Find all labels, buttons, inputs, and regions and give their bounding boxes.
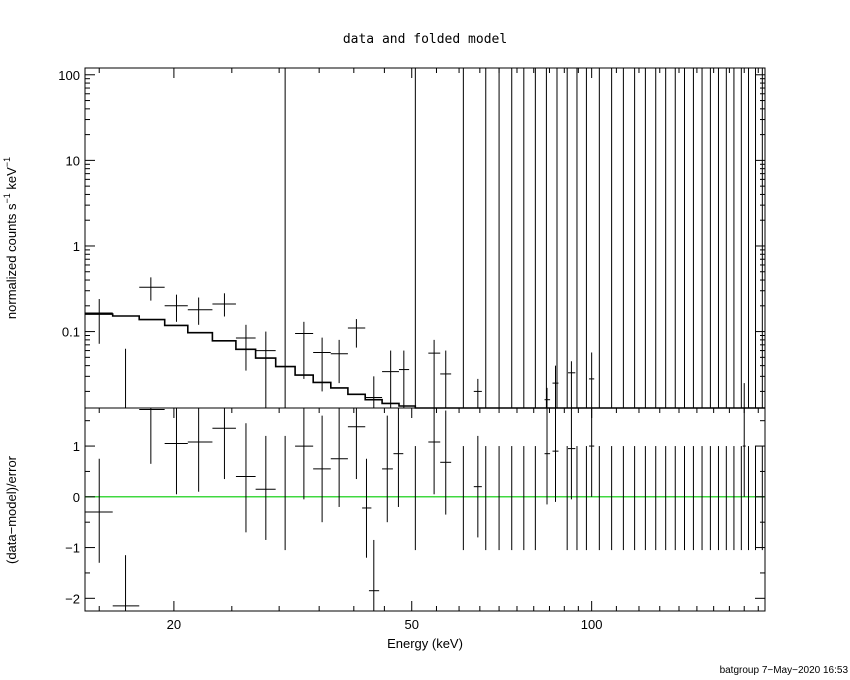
data-point [440, 350, 452, 408]
ylabel-superscript-2: −1 [2, 157, 12, 167]
residual-point [295, 408, 314, 500]
x-tick-label: 50 [405, 617, 419, 632]
data-point [212, 293, 236, 317]
top-y-axis-label: normalized counts s−1 keV−1 [2, 157, 19, 319]
data-point [164, 294, 188, 322]
y-tick-label: 0.1 [62, 325, 80, 340]
y-tick-label: 10 [66, 153, 80, 168]
data-point [295, 321, 314, 379]
residual-point [164, 408, 188, 495]
residual-point [589, 408, 595, 497]
data-point [347, 319, 366, 348]
data-point [313, 337, 331, 392]
residual-point [235, 423, 256, 533]
data-point [428, 339, 441, 408]
data-point [235, 324, 256, 371]
y-tick-label: 1 [73, 239, 80, 254]
top-ticks: 0.1 1 10 100 [58, 68, 765, 392]
residual-point [368, 539, 380, 611]
residual-point [362, 458, 372, 558]
chart-title: data and folded model [343, 32, 507, 47]
residual-point [568, 408, 576, 500]
residual-y-tick-label: −1 [65, 541, 80, 556]
residual-point [330, 408, 348, 507]
data-point [742, 383, 746, 409]
residual-points [85, 408, 746, 611]
residual-point [112, 555, 140, 611]
data-point [589, 352, 595, 408]
residual-point [313, 415, 331, 523]
data-point [398, 350, 410, 408]
residual-point [187, 408, 213, 492]
bottom-panel-frame [84, 407, 766, 612]
model-curve [85, 313, 765, 409]
residual-point [440, 410, 452, 515]
upper-limit-lines [485, 68, 763, 408]
residual-point [139, 408, 165, 464]
residual-point [544, 408, 551, 505]
model-step-line [85, 313, 765, 409]
residual-point [85, 458, 113, 563]
residual-point [255, 435, 276, 540]
x-tick-label: 20 [167, 617, 181, 632]
data-point [255, 331, 276, 408]
data-point [544, 387, 551, 408]
top-panel-frame [84, 67, 766, 409]
x-tick-label: 100 [581, 617, 603, 632]
x-axis-label: Energy (keV) [387, 636, 463, 651]
ylabel-part-2: keV [4, 167, 19, 193]
residual-point [473, 435, 482, 538]
footer-label: batgroup 7−May−2020 16:53 [720, 665, 849, 676]
residual-y-tick-label: 1 [73, 439, 80, 454]
bottom-y-axis-label: (data−model)/error [4, 455, 19, 564]
residual-point [428, 408, 441, 495]
residual-point [393, 408, 404, 507]
residual-point [382, 415, 393, 523]
data-point [552, 365, 559, 408]
data-point [187, 297, 213, 325]
residual-y-tick-label: 0 [73, 490, 80, 505]
data-point [568, 361, 576, 408]
data-point [139, 277, 165, 301]
residual-y-tick-label: −2 [65, 591, 80, 606]
residual-point [742, 408, 746, 497]
y-tick-label: 100 [58, 68, 80, 83]
data-point [85, 299, 113, 344]
data-point [473, 378, 482, 408]
residual-limit-lines [414, 446, 763, 551]
residual-point [212, 408, 236, 480]
residual-point [347, 408, 366, 480]
bottom-panel: −2 −1 0 1 20 50 100 (data−model)/error Energy … [4, 407, 766, 651]
data-point [330, 339, 348, 384]
ylabel-superscript-1: −1 [2, 193, 12, 203]
residual-point [552, 408, 559, 502]
data-point [382, 350, 399, 408]
data-point [365, 376, 383, 408]
ylabel-part-1: normalized counts s [4, 203, 19, 319]
data-points [85, 68, 746, 409]
